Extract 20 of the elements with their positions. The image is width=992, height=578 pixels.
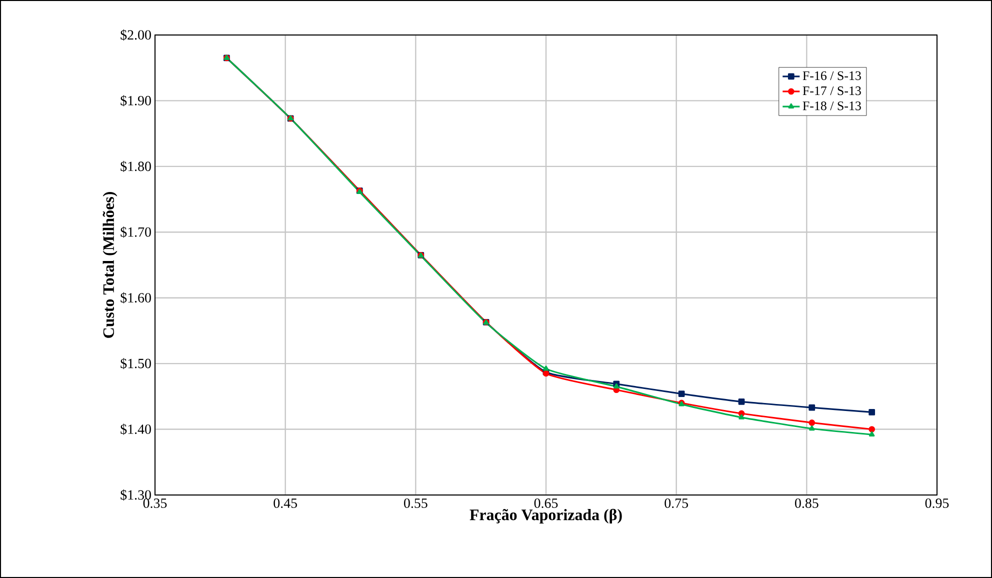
x-tick-label: 0.85 (795, 498, 818, 508)
legend-label: F-16 / S-13 (802, 71, 861, 80)
x-tick-label: 0.35 (143, 498, 167, 508)
legend-label: F-17 / S-13 (802, 86, 861, 96)
y-axis-title: Custo Total (Milhões) (102, 192, 118, 338)
y-tick-label: $1.60 (120, 292, 151, 304)
x-tick-label: 0.75 (664, 498, 688, 508)
legend-label: F-18 / S-13 (802, 101, 861, 110)
x-axis-title: Fração Vaporizada (β) (470, 508, 622, 524)
y-tick-label: $1.40 (120, 424, 151, 435)
y-tick-label: $1.70 (120, 226, 151, 238)
y-tick-label: $1.50 (120, 358, 151, 370)
x-tick-label: 0.55 (404, 498, 428, 508)
y-tick-label: $1.30 (120, 489, 151, 501)
x-tick-label: 0.65 (534, 498, 558, 508)
y-tick-label: $2.00 (120, 29, 151, 41)
y-tick-label: $1.80 (120, 160, 151, 172)
y-tick-label: $1.90 (120, 95, 151, 106)
x-tick-label: 0.95 (925, 498, 949, 508)
x-tick-label: 0.45 (274, 498, 298, 508)
